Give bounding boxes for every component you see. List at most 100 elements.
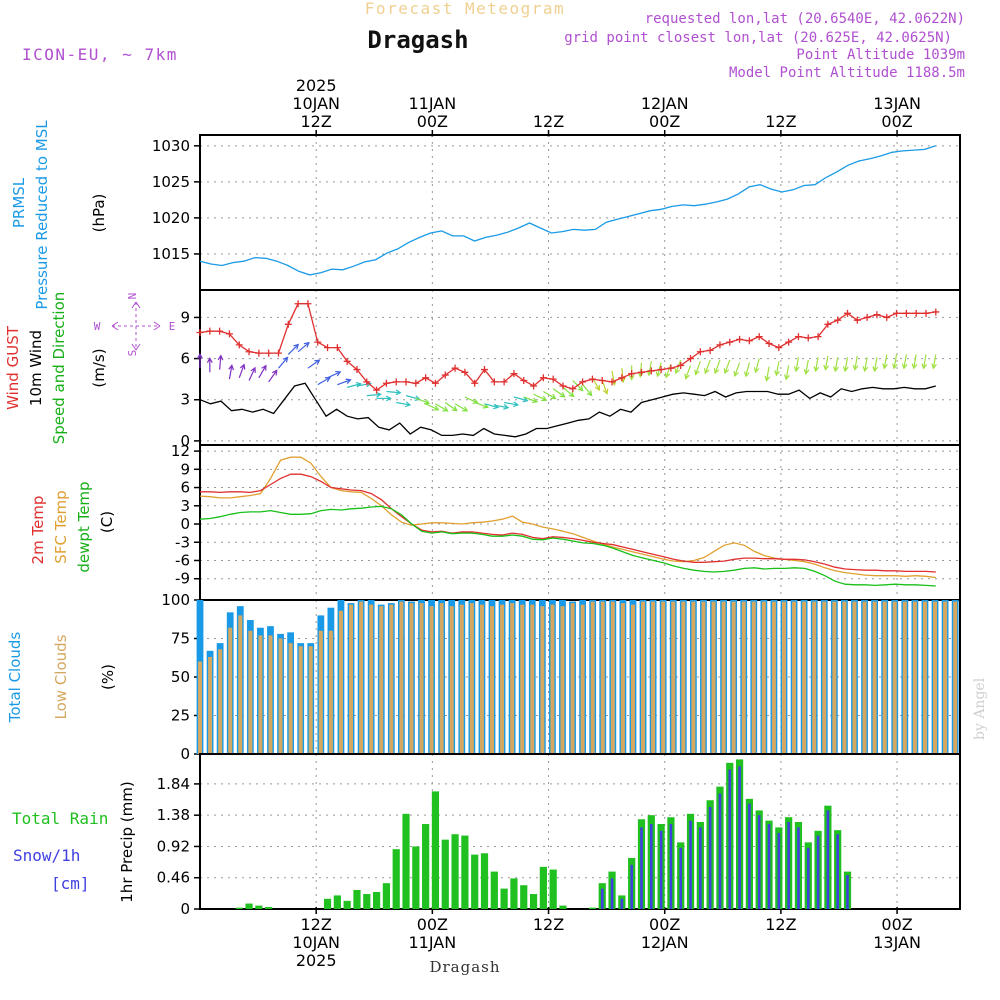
- wind-arrow: [444, 401, 458, 411]
- credit: by Angel: [972, 677, 988, 740]
- low-cloud-bar: [238, 615, 243, 754]
- rain-bar: [539, 866, 547, 909]
- gust-marker: [324, 344, 332, 352]
- wind-arrow-head: [385, 395, 392, 402]
- low-cloud-bar: [308, 646, 313, 754]
- snow-bar: [620, 898, 624, 909]
- gust-marker: [451, 364, 459, 372]
- rain-bar: [588, 907, 597, 909]
- snow-bar: [836, 834, 839, 909]
- ytick-label: 0.46: [157, 869, 190, 887]
- snow-bar: [806, 847, 810, 909]
- wind-arrow: [922, 354, 927, 369]
- gust-marker: [608, 378, 616, 386]
- low-cloud-bar: [943, 601, 948, 754]
- wind-arrow-head: [774, 370, 780, 377]
- low-cloud-bar: [751, 601, 756, 754]
- low-cloud-bar: [731, 601, 736, 754]
- wind-arrow-head: [823, 364, 830, 371]
- snow-bar: [600, 888, 604, 909]
- low-cloud-bar: [409, 603, 414, 754]
- temp2m-line: [200, 473, 936, 573]
- wind-arrow: [893, 354, 898, 369]
- gust-marker: [431, 379, 439, 387]
- low-cloud-bar: [530, 604, 535, 754]
- low-cloud-bar: [419, 603, 424, 754]
- low-cloud-bar: [741, 601, 746, 754]
- wind-arrow: [601, 380, 608, 394]
- gust-marker: [579, 378, 587, 386]
- footer-location: Dragash: [429, 958, 500, 976]
- wind-arrow-head: [451, 405, 458, 412]
- low-cloud-bar: [550, 604, 555, 754]
- wind-arrow: [844, 357, 849, 372]
- ytick-label: 1.38: [157, 806, 190, 824]
- ytick-label: -3: [175, 533, 190, 551]
- snow-bar: [679, 847, 683, 909]
- wind-arrow-head: [531, 397, 539, 404]
- wind-arrow: [854, 355, 858, 370]
- snow-bar: [826, 810, 830, 909]
- low-cloud-bar: [268, 635, 273, 754]
- ytick-label: 6: [180, 479, 190, 497]
- temp2m-label: 2m Temp: [29, 496, 47, 565]
- wind-arrow: [582, 384, 593, 396]
- wind-arrow-head: [813, 366, 820, 373]
- low-cloud-bar: [338, 610, 343, 754]
- low-cloud-bar: [671, 601, 676, 754]
- ytick-label: 3: [180, 391, 190, 409]
- wind-arrow-head: [674, 368, 681, 375]
- gust-marker: [255, 349, 263, 357]
- wind-arrow: [562, 386, 575, 397]
- wind-arrow: [824, 355, 829, 370]
- gust-marker: [294, 300, 302, 308]
- low-cloud-bar: [721, 601, 726, 754]
- wind-arrow: [396, 401, 411, 406]
- wind-arrow-head: [753, 367, 760, 374]
- top-time-label: 11JAN: [408, 94, 456, 113]
- wind-arrow-head: [694, 369, 700, 376]
- low-cloud-bar: [590, 601, 595, 754]
- rain-bar: [461, 835, 469, 909]
- gust-marker: [539, 374, 547, 382]
- rain-bar: [245, 903, 253, 909]
- compass-s: S: [126, 350, 139, 357]
- wind-arrow-head: [217, 354, 224, 361]
- wind-arrow: [494, 404, 509, 409]
- wind-arrow: [347, 383, 361, 388]
- low-cloud-bar: [449, 606, 454, 754]
- rain-bar: [382, 883, 391, 909]
- wind-arrow: [648, 361, 652, 376]
- wind-arrow-head: [314, 359, 321, 365]
- wind-arrow-head: [842, 366, 849, 373]
- compass-heads: [111, 301, 161, 351]
- top-time-label: 00Z: [649, 112, 680, 131]
- ytick-label: 6: [180, 350, 190, 368]
- gust-marker: [844, 309, 852, 317]
- wind-arrow-head: [345, 378, 352, 385]
- ytick-label: 0: [180, 745, 190, 763]
- low-cloud-bar: [379, 606, 384, 754]
- wind-arrow: [694, 361, 701, 375]
- wind-arrow-head: [733, 370, 739, 378]
- ytick-label: 0: [180, 432, 190, 450]
- wind-arrow-head: [324, 377, 331, 383]
- ytick-label: 1025: [152, 173, 190, 191]
- subtitle: Forecast Meteogram: [365, 0, 565, 18]
- rain-label: Total Rain: [12, 809, 108, 828]
- gust-marker: [274, 349, 282, 357]
- rain-bar: [549, 869, 557, 909]
- wind-arrow-head: [433, 405, 440, 411]
- requested-lonlat: requested lon,lat (20.6540E, 42.0622N): [645, 11, 965, 27]
- rain-bar: [422, 824, 430, 909]
- ytick-label: 0: [180, 900, 190, 918]
- gust-marker: [765, 339, 773, 347]
- dewpt-label: dewpt Temp: [75, 481, 93, 572]
- low-cloud-bar: [278, 638, 283, 754]
- low-cloud-bar: [520, 604, 525, 754]
- gust-marker: [363, 378, 371, 386]
- ytick-label: 0: [180, 515, 190, 533]
- low-cloud-bar: [922, 601, 927, 754]
- total-clouds-label: Total Clouds: [6, 632, 24, 724]
